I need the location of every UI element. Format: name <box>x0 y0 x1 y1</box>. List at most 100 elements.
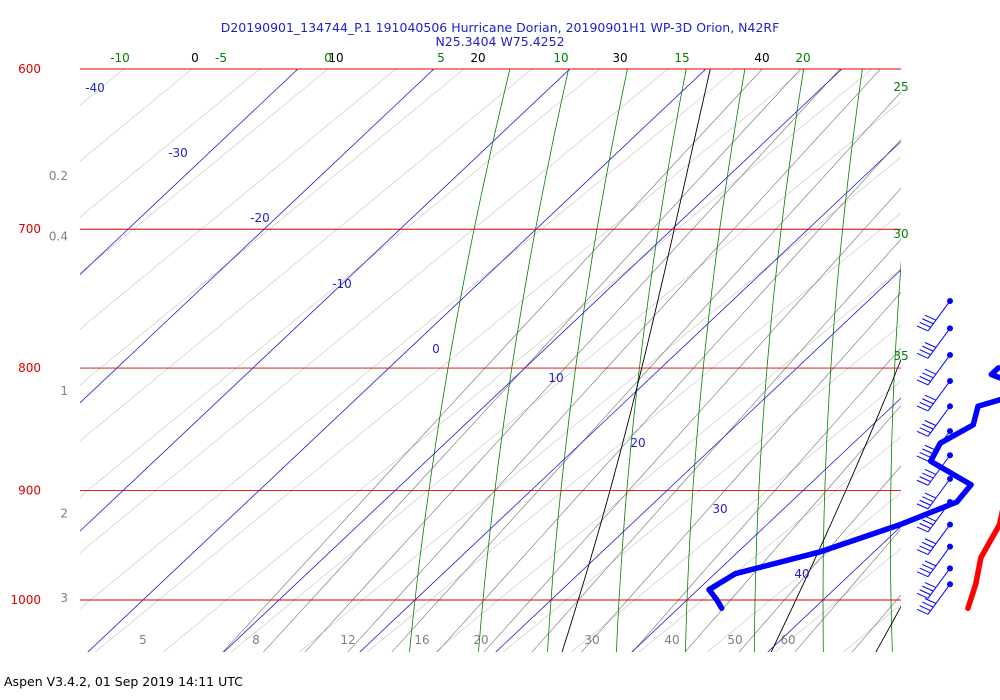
wind-barb-staff <box>927 430 951 462</box>
wind-barb <box>916 325 953 359</box>
wind-barb-flag <box>916 352 929 359</box>
wind-barb-flag <box>919 427 931 434</box>
wind-barb-flag <box>922 472 934 479</box>
grid-line <box>774 548 901 652</box>
mixing-ratio-line <box>948 0 1000 680</box>
wind-barb-flag <box>924 468 937 475</box>
dry-adiabat-label: 10 <box>553 51 568 65</box>
wind-barb-flag <box>919 401 931 408</box>
wind-barb-flag <box>922 345 934 352</box>
mixing-ratio-line <box>531 238 901 652</box>
title-line-1: D20190901_134744_P.1 191040506 Hurricane… <box>220 20 780 35</box>
wind-barb-flag <box>916 549 929 556</box>
isotherm-label: 0 <box>432 342 440 356</box>
wind-barb-flag <box>922 585 934 592</box>
wind-barb-flag <box>924 560 937 567</box>
wind-barb-flag <box>919 567 931 574</box>
sounding-profiles <box>706 365 1000 612</box>
height-label: 2 <box>60 506 68 520</box>
wind-barb-flag <box>922 601 934 608</box>
wind-barb <box>916 565 953 599</box>
grid-line <box>80 69 397 330</box>
wind-barb-staff <box>927 328 951 359</box>
mixing-ratio-line <box>436 138 901 652</box>
wind-barb-staff <box>927 406 951 437</box>
mixing-ratio-line <box>794 528 901 652</box>
wind-barb-flag <box>916 503 929 510</box>
axis-labels: 60070080090010000.20.4123-40-30-20-10010… <box>10 51 908 647</box>
grid-line <box>162 69 873 652</box>
wind-barb-flag <box>916 430 929 437</box>
pressure-lines <box>80 68 901 601</box>
wind-barb-staff <box>927 583 951 615</box>
moist-adiabats <box>561 69 901 652</box>
dry-adiabat-label: 30 <box>893 227 908 241</box>
grid-line <box>298 156 901 652</box>
wind-barb <box>916 377 953 412</box>
wind-barb-staff <box>927 300 951 332</box>
pressure-label: 900 <box>18 483 41 497</box>
height-label: 0.4 <box>49 230 68 244</box>
wind-barb-flag <box>919 375 931 382</box>
dry-adiabat <box>409 69 511 652</box>
isotherm-label: 40 <box>794 567 809 581</box>
wind-barb <box>916 521 953 556</box>
grid-line <box>80 69 193 162</box>
isotherm-label: 30 <box>712 502 727 516</box>
wind-barb-flag <box>922 519 934 526</box>
mixing-ratio-label: 60 <box>780 633 795 647</box>
dry-adiabat <box>547 69 628 652</box>
footer-version: Aspen V3.4.2, 01 Sep 2019 14:11 UTC <box>4 674 243 689</box>
dry-adiabats <box>409 69 901 652</box>
pressure-label: 1000 <box>10 593 41 607</box>
title-line-2: N25.3404 W75.4252 <box>435 34 565 49</box>
wind-barb-flag <box>922 496 934 503</box>
moist-adiabat-label: 0 <box>191 51 199 65</box>
wind-barb-flag <box>922 398 934 405</box>
height-label: 0.2 <box>49 169 68 183</box>
mixing-ratio-line <box>304 69 841 652</box>
wind-barb-flag <box>922 564 934 570</box>
chart-title: D20190901_134744_P.1 191040506 Hurricane… <box>0 21 1000 49</box>
isotherm <box>223 69 843 652</box>
wind-barb-staff <box>927 478 951 510</box>
wind-barb-staff <box>927 546 951 577</box>
dry-adiabat-label: 35 <box>893 349 908 363</box>
wind-barb-flag <box>919 349 931 356</box>
grid-line <box>989 0 1000 700</box>
wind-barb <box>916 498 953 533</box>
grid-line <box>921 0 1000 700</box>
wind-barb-flag <box>922 541 934 548</box>
wind-barb-flag <box>916 405 929 412</box>
mixing-ratio-line <box>347 69 881 652</box>
dry-adiabat <box>478 69 570 652</box>
dry-adiabat-label: -10 <box>110 51 130 65</box>
grid-line <box>366 212 901 652</box>
wind-barb <box>916 543 953 578</box>
wind-barb-flag <box>919 321 931 328</box>
isotherm-label: -40 <box>85 81 105 95</box>
wind-barbs <box>916 297 953 615</box>
wind-barb-flag <box>922 372 934 379</box>
wind-barb-staff <box>927 524 951 555</box>
moist-adiabat-label: 40 <box>754 51 769 65</box>
moist-adiabat-label: 30 <box>612 51 627 65</box>
dry-adiabat <box>822 69 863 652</box>
mixing-ratio-line <box>684 405 901 652</box>
grid-line <box>0 0 4 700</box>
wind-barb-flag <box>916 479 929 486</box>
wind-barb <box>916 351 953 386</box>
grid-line <box>230 100 901 652</box>
wind-barb-flag <box>924 582 937 588</box>
isotherm <box>87 69 707 652</box>
wind-barb-flag <box>922 318 934 325</box>
wind-barb-flag <box>916 325 929 332</box>
mixing-ratio-label: 12 <box>340 633 355 647</box>
wind-barb-flag <box>924 444 937 451</box>
mixing-ratio-label: 20 <box>473 633 488 647</box>
grid-line <box>80 69 261 218</box>
wind-barb-flag <box>922 448 934 455</box>
mixing-ratio-line <box>887 0 1000 680</box>
wind-barb <box>916 403 953 437</box>
